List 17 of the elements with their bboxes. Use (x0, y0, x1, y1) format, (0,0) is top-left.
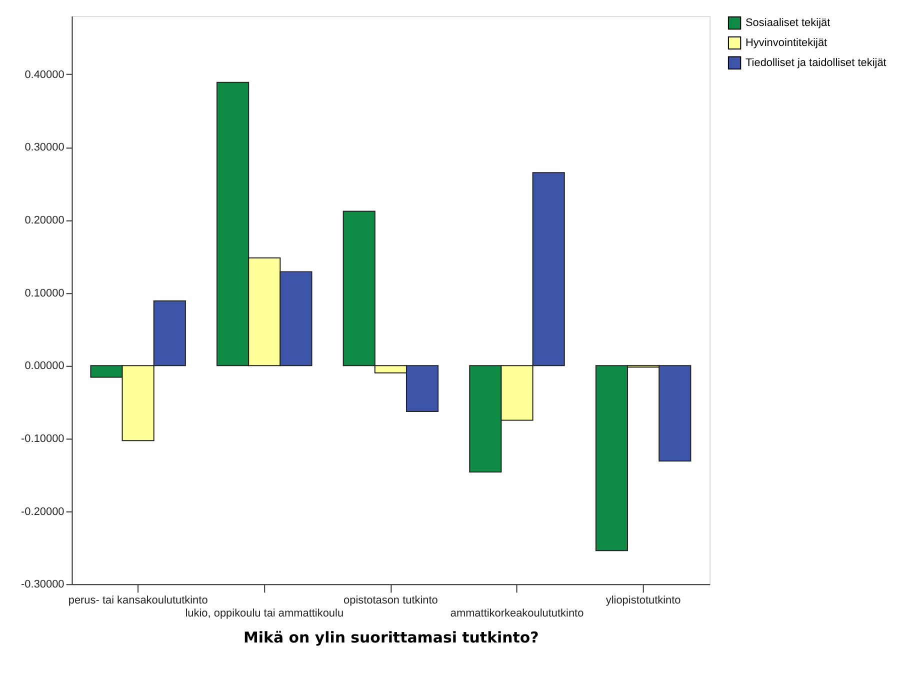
x-tick-label: lukio, oppikoulu tai ammattikoulu (185, 608, 344, 620)
y-tick-label: 0.00000 (24, 360, 64, 372)
y-tick-label: 0.40000 (24, 68, 64, 81)
x-tick-label: opistotason tutkinto (344, 594, 438, 607)
y-tick-label: -0.10000 (21, 432, 64, 445)
y-tick-label: -0.20000 (21, 506, 64, 518)
x-tick-label: perus- tai kansakoulututkinto (68, 594, 208, 607)
x-tick-label: ammattikorkeakoulututkinto (450, 608, 584, 620)
y-tick-label: 0.10000 (24, 287, 64, 300)
legend-label: Hyvinvointitekijät (746, 36, 828, 49)
y-tick-label: 0.30000 (24, 142, 64, 154)
x-tick-label: yliopistotutkinto (606, 594, 681, 607)
y-tick-label: 0.20000 (24, 214, 64, 226)
y-tick-label: -0.30000 (21, 578, 64, 591)
x-axis-title: Mikä on ylin suorittamasi tutkinto? (244, 628, 539, 646)
legend-label: Sosiaaliset tekijät (746, 17, 830, 30)
legend-label: Tiedolliset ja taidolliset tekijät (746, 56, 886, 69)
